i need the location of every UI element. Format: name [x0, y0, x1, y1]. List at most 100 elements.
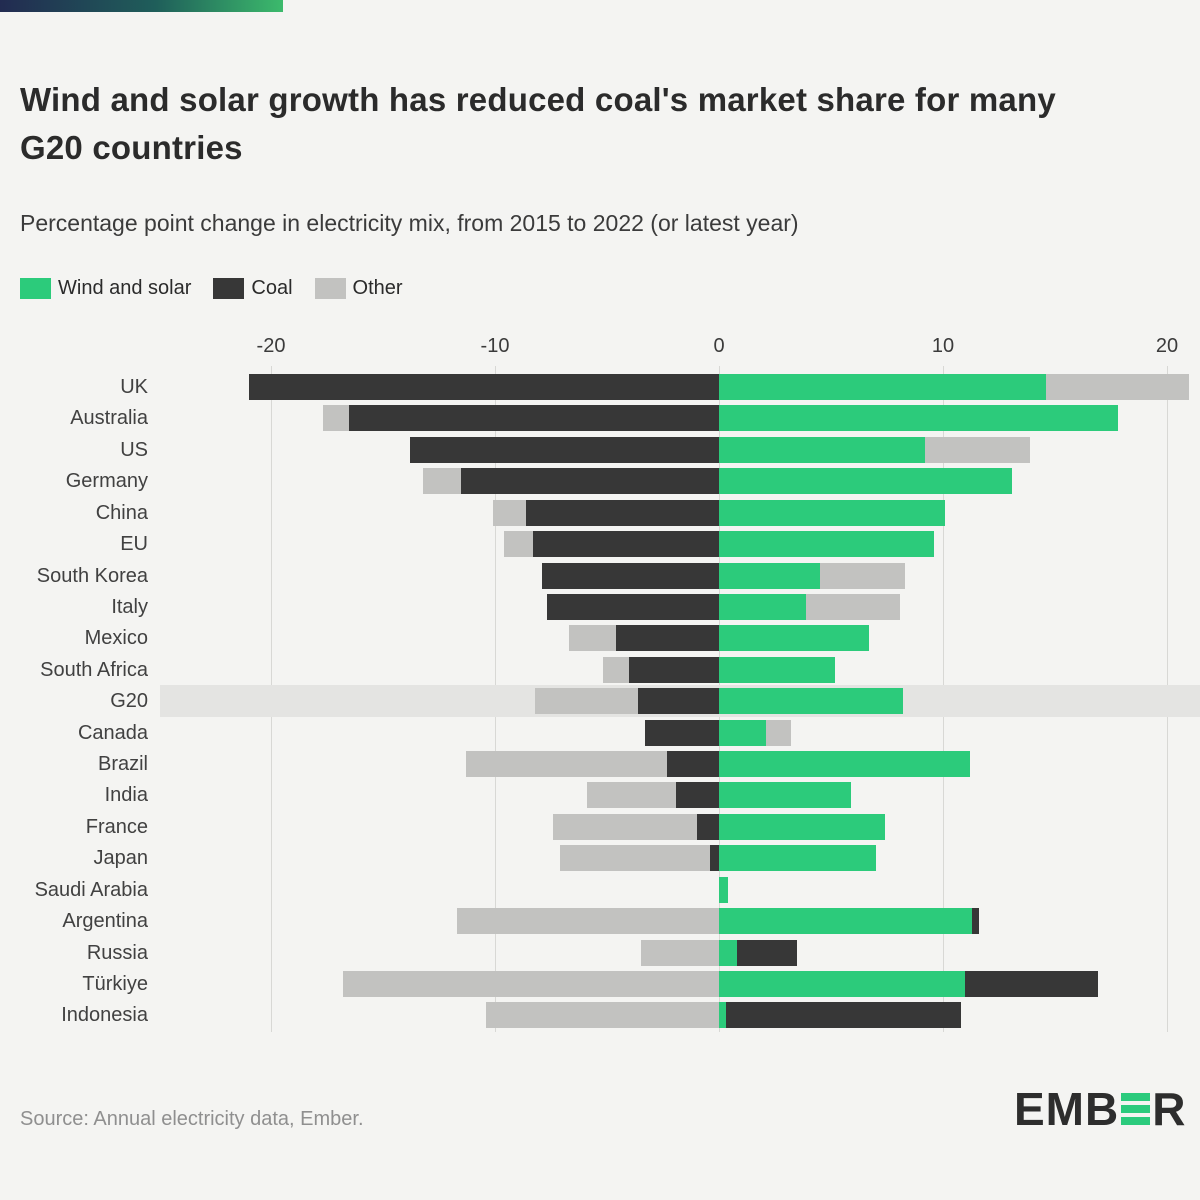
bar-segment-wind-and-solar — [719, 405, 1118, 432]
bar-segment-coal — [638, 688, 719, 715]
bar-segment-other — [602, 656, 630, 683]
bar-segment-wind-and-solar — [719, 656, 836, 683]
bar-segment-wind-and-solar — [719, 970, 966, 997]
country-label: Russia — [86, 941, 148, 964]
country-label: South Korea — [36, 564, 148, 587]
bar-segment-coal — [676, 782, 719, 809]
bar-segment-coal — [349, 405, 719, 432]
e-bar — [1121, 1093, 1151, 1101]
bar-segment-other — [568, 625, 616, 652]
bar-segment-coal — [736, 939, 798, 966]
source-note: Source: Annual electricity data, Ember. — [20, 1108, 364, 1130]
axis-tick-label: -20 — [256, 335, 286, 357]
legend-label: Coal — [251, 277, 293, 299]
bar-segment-coal — [409, 436, 719, 463]
bar-segment-wind-and-solar — [719, 939, 737, 966]
country-label: Argentina — [62, 910, 148, 933]
country-label: Canada — [77, 721, 148, 744]
ember-logo-text-prefix: EMB — [1014, 1083, 1120, 1135]
country-label: US — [120, 438, 148, 461]
legend-label: Wind and solar — [58, 277, 192, 299]
top-accent-bar — [0, 0, 283, 12]
bar-segment-wind-and-solar — [719, 499, 946, 526]
wind-and-solar-swatch-icon — [20, 278, 51, 299]
bar-segment-coal — [667, 751, 719, 778]
bar-segment-coal — [248, 374, 719, 400]
bar-segment-wind-and-solar — [719, 562, 820, 589]
other-swatch-icon — [314, 278, 346, 299]
bar-segment-coal — [696, 813, 719, 840]
bar-segment-other — [925, 436, 1031, 463]
country-label: Brazil — [97, 753, 148, 776]
chart-subtitle: Percentage point change in electricity m… — [20, 210, 799, 236]
bar-segment-other — [819, 562, 905, 589]
country-label: G20 — [110, 690, 148, 713]
ember-logo: EMB R — [1014, 1083, 1187, 1135]
country-label: Japan — [93, 847, 149, 870]
bar-segment-other — [586, 782, 677, 809]
bar-segment-other — [492, 499, 527, 526]
bar-segment-other — [503, 531, 534, 558]
chart-legend: Wind and solar Coal Other — [20, 277, 425, 300]
country-label: Indonesia — [61, 1004, 148, 1027]
bar-segment-coal — [710, 845, 719, 872]
bar-segment-coal — [533, 531, 719, 558]
legend-item-other: Other — [314, 277, 403, 300]
page-title-line2: G20 countries — [20, 129, 243, 166]
page-title: Wind and solar growth has reduced coal's… — [20, 76, 1185, 172]
country-label: Mexico — [84, 627, 148, 650]
axis-tick-label: 20 — [1155, 335, 1179, 357]
bar-segment-wind-and-solar — [719, 782, 852, 809]
country-label: EU — [120, 533, 148, 556]
bar-segment-other — [806, 593, 901, 620]
bar-segment-other — [322, 405, 350, 432]
bar-segment-wind-and-solar — [719, 374, 1047, 400]
bar-segment-coal — [615, 625, 719, 652]
bar-segment-other — [553, 813, 697, 840]
country-label: Italy — [111, 595, 148, 618]
bar-segment-wind-and-solar — [719, 531, 935, 558]
bar-segment-coal — [546, 593, 719, 620]
bar-segment-wind-and-solar — [719, 436, 926, 463]
country-label: Germany — [65, 470, 148, 493]
e-bar — [1121, 1117, 1151, 1125]
ember-logo-text-suffix: R — [1152, 1083, 1187, 1135]
bar-segment-other — [559, 845, 711, 872]
bar-segment-wind-and-solar — [719, 625, 870, 652]
bar-segment-wind-and-solar — [719, 719, 767, 746]
bar-segment-wind-and-solar — [719, 845, 876, 872]
e-bar — [1121, 1105, 1151, 1113]
bar-segment-wind-and-solar — [719, 751, 970, 778]
bar-segment-other — [342, 970, 719, 997]
country-label: Türkiye — [82, 972, 148, 995]
bar-segment-other — [465, 751, 668, 778]
legend-item-wind-and-solar: Wind and solar — [20, 277, 191, 300]
country-label: India — [104, 784, 148, 807]
country-label: France — [85, 815, 148, 838]
bar-segment-wind-and-solar — [719, 593, 807, 620]
bar-segment-other — [1046, 374, 1190, 400]
country-label: UK — [120, 376, 148, 398]
axis-tick-label: 10 — [931, 335, 955, 357]
bar-segment-wind-and-solar — [719, 1002, 726, 1029]
bar-segment-coal — [965, 970, 1098, 997]
bar-segment-other — [766, 719, 791, 746]
bar-segment-other — [640, 939, 719, 966]
bar-segment-coal — [629, 656, 719, 683]
bar-segment-wind-and-solar — [719, 688, 903, 715]
coal-swatch-icon — [213, 278, 245, 299]
bar-segment-coal — [542, 562, 719, 589]
bar-segment-other — [423, 468, 462, 495]
bar-segment-coal — [725, 1002, 961, 1029]
country-label: Saudi Arabia — [34, 878, 148, 901]
bar-segment-coal — [526, 499, 719, 526]
bar-segment-wind-and-solar — [719, 908, 973, 935]
bar-segment-other — [456, 908, 719, 935]
bar-segment-other — [535, 688, 639, 715]
axis-tick-label: -10 — [480, 335, 510, 357]
legend-item-coal: Coal — [213, 277, 293, 300]
ember-logo-e-icon — [1121, 1091, 1151, 1127]
bar-segment-coal — [645, 719, 719, 746]
